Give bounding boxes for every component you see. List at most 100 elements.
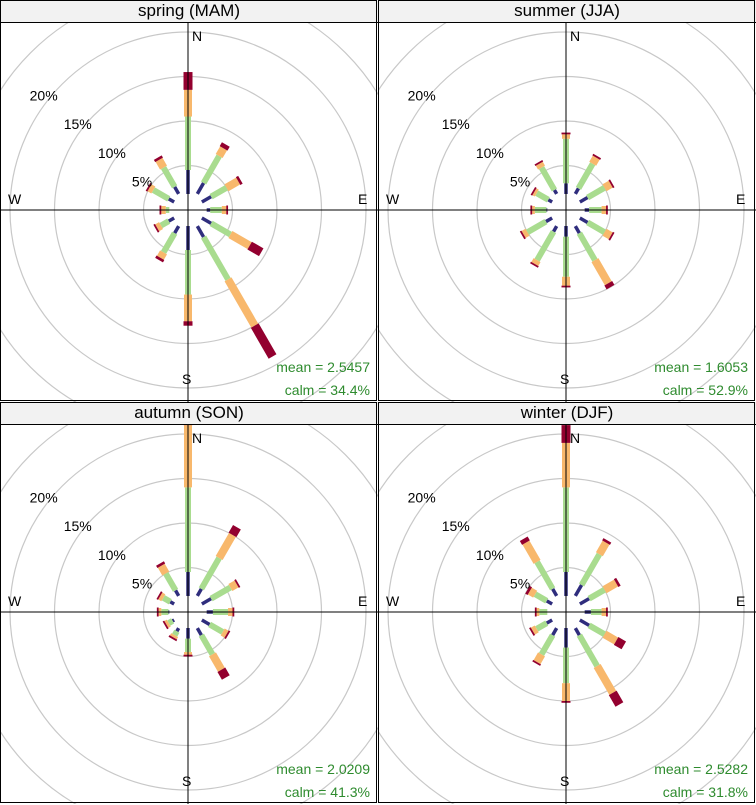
compass-east: E xyxy=(736,191,745,207)
petal-segment xyxy=(164,619,171,628)
petal-segment xyxy=(155,255,165,263)
calm-label: calm = 41.3% xyxy=(285,784,370,800)
ring-label: 10% xyxy=(476,145,504,161)
ring-label: 20% xyxy=(30,490,58,506)
calm-label: calm = 52.9% xyxy=(663,382,748,398)
petal-segment xyxy=(592,153,602,160)
petal-segment xyxy=(602,579,619,594)
petal-segment xyxy=(159,218,171,229)
ring-label: 10% xyxy=(98,145,126,161)
petal-segment xyxy=(155,157,167,170)
petal-segment xyxy=(578,597,590,606)
petal-segment xyxy=(208,621,225,635)
calm-label: calm = 34.4% xyxy=(285,382,370,398)
compass-west: W xyxy=(386,191,400,207)
compass-south: S xyxy=(182,371,191,387)
petal-segment xyxy=(224,177,241,192)
petal-segment xyxy=(589,155,600,166)
compass-south: S xyxy=(560,371,569,387)
ring-label: 10% xyxy=(98,547,126,563)
petal-segment xyxy=(529,627,536,636)
petal-segment xyxy=(228,580,239,591)
petal-segment xyxy=(209,584,232,602)
petal-segment xyxy=(551,627,559,636)
mean-label: mean = 2.5282 xyxy=(654,761,748,777)
petal-segment xyxy=(530,186,537,196)
petal-segment xyxy=(535,620,549,632)
petal-segment xyxy=(545,599,554,606)
petal-segment xyxy=(591,258,612,286)
petal-segment xyxy=(155,222,164,232)
petal-segment xyxy=(173,225,181,234)
petal-segment xyxy=(538,166,558,192)
petal-segment xyxy=(602,180,613,192)
petal-segment xyxy=(153,223,160,233)
ring-label: 5% xyxy=(132,173,152,189)
petal-segment xyxy=(535,161,545,170)
petal-segment xyxy=(219,142,230,151)
petal-segment xyxy=(167,618,175,626)
compass-north: N xyxy=(192,430,202,446)
petal-segment xyxy=(525,585,533,595)
ring-label: 20% xyxy=(30,88,58,104)
petal-segment xyxy=(228,524,241,538)
ring-label: 10% xyxy=(476,547,504,563)
petal-segment xyxy=(163,571,179,592)
petal-segment xyxy=(209,185,229,200)
petal-segment xyxy=(538,633,556,656)
petal-segment xyxy=(160,166,178,189)
petal-segment xyxy=(534,230,557,262)
petal-segment xyxy=(578,618,590,627)
petal-segment xyxy=(593,663,617,695)
petal-segment xyxy=(613,577,621,587)
petal-segment xyxy=(608,231,615,241)
petal-segment xyxy=(247,241,264,257)
petal-segment xyxy=(172,629,180,637)
petal-segment xyxy=(533,652,545,665)
mean-label: mean = 1.6053 xyxy=(654,359,748,375)
petal-segment xyxy=(160,231,178,254)
petal-segment xyxy=(175,627,181,633)
petal-segment xyxy=(552,225,559,233)
petal-segment xyxy=(217,667,230,680)
petal-segment xyxy=(224,277,259,328)
petal-segment xyxy=(162,620,169,630)
petal-segment xyxy=(224,630,231,640)
compass-south: S xyxy=(560,773,569,789)
ring-label: 15% xyxy=(64,518,92,534)
compass-west: W xyxy=(386,593,400,609)
petal-segment xyxy=(195,182,206,195)
petal-segment xyxy=(535,190,550,203)
petal-segment xyxy=(156,561,166,569)
ring-label: 15% xyxy=(442,518,470,534)
petal-segment xyxy=(167,197,176,204)
compass-north: N xyxy=(570,28,580,44)
petal-segment xyxy=(169,633,179,640)
petal-segment xyxy=(576,231,598,262)
petal-segment xyxy=(587,622,607,637)
petal-segment xyxy=(153,155,163,163)
petal-segment xyxy=(573,225,581,234)
petal-segment xyxy=(531,258,541,266)
petal-segment xyxy=(198,633,216,656)
compass-west: W xyxy=(8,593,22,609)
petal-segment xyxy=(521,228,530,238)
mean-label: mean = 2.5457 xyxy=(276,359,370,375)
petal-segment xyxy=(161,595,172,605)
compass-west: W xyxy=(8,191,22,207)
petal-segment xyxy=(573,627,581,636)
petal-segment xyxy=(575,162,596,190)
petal-segment xyxy=(195,225,206,238)
panel-title: winter (DJF) xyxy=(378,402,756,425)
petal-segment xyxy=(527,587,538,598)
mean-label: mean = 2.0209 xyxy=(276,761,370,777)
petal-segment xyxy=(215,532,236,561)
petal-segment xyxy=(195,588,203,597)
compass-north: N xyxy=(570,430,580,446)
petal-segment xyxy=(532,188,539,197)
petal-segment xyxy=(587,587,607,602)
petal-segment xyxy=(608,179,615,189)
petal-segment xyxy=(534,560,556,591)
